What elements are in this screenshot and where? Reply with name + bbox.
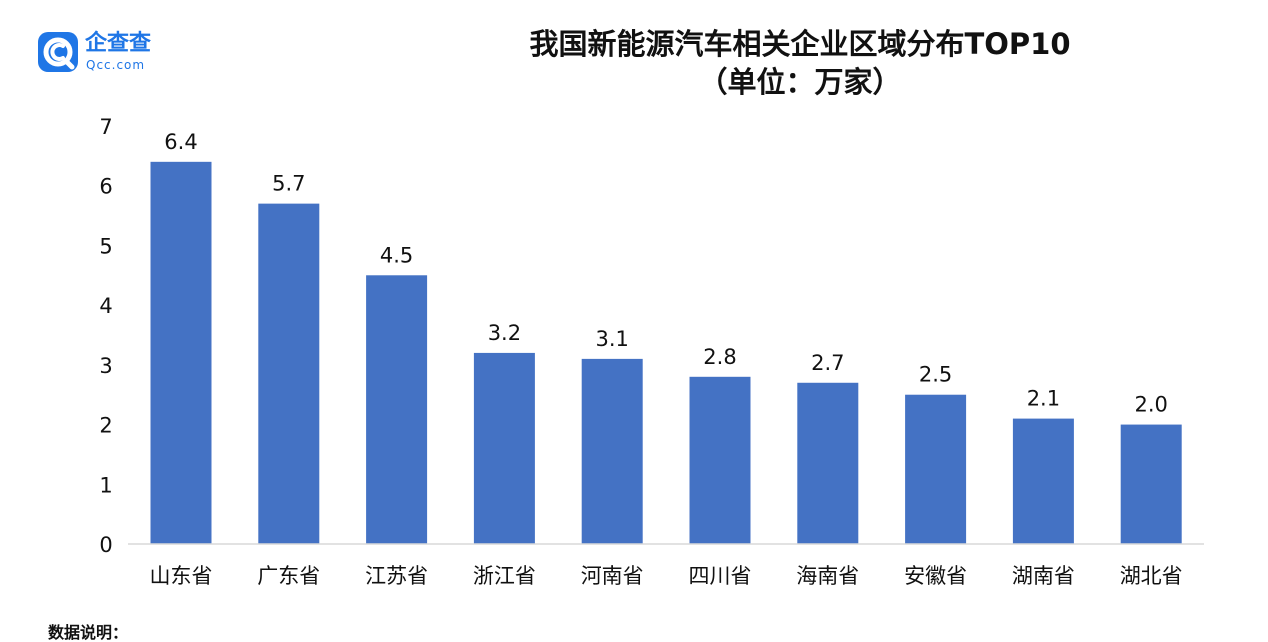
brand-logo: 企查查 Qcc.com xyxy=(38,30,178,76)
y-tick-label: 5 xyxy=(99,234,112,258)
x-tick-label: 湖南省 xyxy=(1012,564,1075,588)
bar-9 xyxy=(1012,418,1074,544)
x-tick-label: 山东省 xyxy=(150,564,213,588)
x-tick-label: 浙江省 xyxy=(473,564,536,588)
bar-4 xyxy=(473,352,535,544)
chart-title: 我国新能源汽车相关企业区域分布TOP10 xyxy=(529,27,1071,61)
x-tick-label: 四川省 xyxy=(689,564,752,588)
y-tick-label: 3 xyxy=(99,354,112,378)
data-label: 4.5 xyxy=(380,243,413,267)
x-tick-label: 安徽省 xyxy=(904,564,967,588)
x-tick-label: 海南省 xyxy=(796,564,859,588)
x-tick-label: 广东省 xyxy=(257,564,320,588)
y-tick-label: 1 xyxy=(99,473,112,497)
bar-8 xyxy=(905,394,967,544)
y-tick-label: 7 xyxy=(99,115,112,139)
data-label: 2.8 xyxy=(703,345,736,369)
chart-subtitle: （单位：万家） xyxy=(698,65,902,99)
data-label: 2.1 xyxy=(1027,387,1060,411)
data-label: 2.0 xyxy=(1134,393,1167,417)
data-label: 2.5 xyxy=(919,363,952,387)
bar-6 xyxy=(689,376,751,544)
data-label: 3.1 xyxy=(595,327,628,351)
bar-1 xyxy=(150,161,212,545)
bar-7 xyxy=(797,382,859,544)
y-tick-label: 6 xyxy=(99,175,112,199)
bar-5 xyxy=(581,358,643,544)
y-tick-label: 4 xyxy=(99,294,112,318)
data-note: 数据说明： xyxy=(48,623,129,642)
data-label: 6.4 xyxy=(164,130,197,154)
x-tick-label: 湖北省 xyxy=(1120,564,1183,588)
data-label: 2.7 xyxy=(811,351,844,375)
y-tick-label: 0 xyxy=(99,533,112,557)
qcc-logo-icon xyxy=(38,32,78,72)
data-label: 3.2 xyxy=(488,321,521,345)
y-axis: 0 1 2 3 4 5 6 7 xyxy=(99,115,112,557)
x-tick-label: 河南省 xyxy=(581,564,644,588)
logo-english-name: Qcc.com xyxy=(86,58,146,72)
y-tick-label: 2 xyxy=(99,414,112,438)
data-label: 5.7 xyxy=(272,172,305,196)
x-tick-label: 江苏省 xyxy=(365,564,428,588)
x-axis: 山东省 广东省 江苏省 浙江省 河南省 四川省 海南省 安徽省 湖南省 湖北省 xyxy=(128,543,1204,588)
plot-area: 6.4 5.7 4.5 3.2 3.1 2.8 2.7 2.5 2.1 2.0 xyxy=(150,130,1182,545)
bar-10 xyxy=(1120,424,1182,544)
bar-3 xyxy=(366,275,428,544)
bar-2 xyxy=(258,203,320,544)
logo-chinese-name: 企查查 xyxy=(85,31,152,56)
